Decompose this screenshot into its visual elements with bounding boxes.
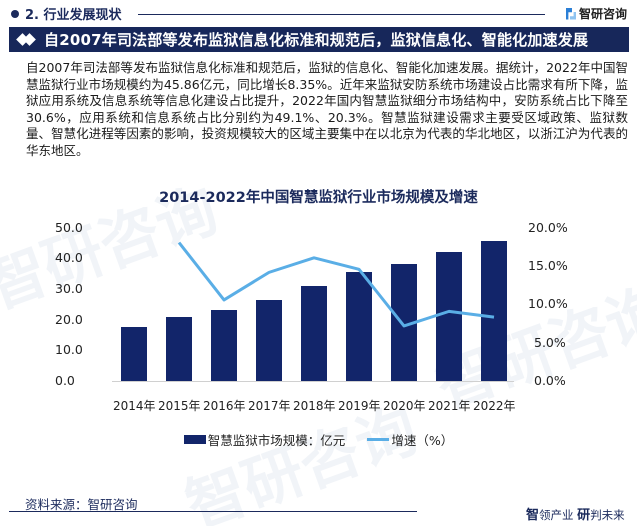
bar	[121, 327, 147, 381]
x-axis-tick: 2022年	[473, 399, 516, 413]
legend-item-growth: 增速（%）	[367, 430, 453, 449]
section-title: 2. 行业发展现状	[25, 8, 122, 23]
x-axis-tick: 2015年	[158, 399, 201, 413]
slogan-part: 领产业	[539, 508, 578, 522]
chart-title: 2014-2022年中国智慧监狱行业市场规模及增速	[159, 190, 478, 206]
x-axis-tick: 2019年	[338, 399, 381, 413]
bar	[301, 286, 327, 381]
bar	[391, 264, 417, 381]
brand-logo: 智研咨询	[566, 5, 627, 22]
x-axis-tick: 2021年	[428, 399, 471, 413]
legend-label: 增速（%）	[391, 433, 454, 448]
bar	[211, 309, 237, 381]
y-axis-left-tick: 40.0	[55, 250, 83, 265]
legend-item-market-size: 智慧监狱市场规模：亿元	[183, 430, 346, 449]
x-axis-tick: 2017年	[248, 399, 291, 413]
logo-icon	[566, 8, 576, 20]
x-axis-tick: 2020年	[383, 399, 426, 413]
y-axis-right-tick: 5.0%	[534, 335, 566, 350]
bar	[256, 299, 282, 381]
banner-title: 自2007年司法部等发布监狱信息化标准和规范后，监狱信息化、智能化加速发展	[44, 31, 589, 49]
body-paragraph: 自2007年司法部等发布监狱信息化标准和规范后，监狱的信息化、智能化加速发展。据…	[26, 60, 629, 158]
x-axis-tick: 2018年	[293, 399, 336, 413]
legend-label: 智慧监狱市场规模：亿元	[207, 433, 346, 448]
bar	[481, 240, 507, 381]
slogan-part: 智	[526, 508, 540, 523]
y-axis-right-tick: 15.0%	[528, 258, 568, 273]
bullet-dot-icon	[11, 10, 19, 18]
y-axis-right-tick: 10.0%	[528, 296, 568, 311]
y-axis-right-tick: 0.0%	[534, 373, 566, 388]
slogan-part: 研	[577, 508, 591, 523]
line-swatch-icon	[367, 438, 390, 441]
x-axis-line	[112, 381, 514, 382]
bar-swatch-icon	[183, 435, 206, 444]
slogan: 智领产业 研判未来	[526, 504, 625, 523]
y-axis-right-tick: 20.0%	[528, 220, 568, 235]
y-axis-left-tick: 20.0	[55, 312, 83, 327]
y-axis-left-tick: 50.0	[55, 220, 83, 235]
divider	[9, 511, 417, 512]
slogan-part: 判未来	[590, 508, 625, 522]
logo-text: 智研咨询	[578, 7, 627, 21]
section-header: 2. 行业发展现状 智研咨询	[0, 0, 637, 26]
y-axis-left-tick: 30.0	[55, 281, 83, 296]
chart-legend: 智慧监狱市场规模：亿元 增速（%）	[0, 430, 637, 449]
banner: 自2007年司法部等发布监狱信息化标准和规范后，监狱信息化、智能化加速发展	[9, 27, 629, 52]
x-axis-tick: 2016年	[203, 399, 246, 413]
source-note: 资料来源：智研咨询	[25, 497, 138, 512]
bar	[346, 272, 372, 381]
bar	[436, 251, 462, 381]
bar	[166, 316, 192, 381]
y-axis-left-tick: 0.0	[55, 373, 75, 388]
diamond-icon	[16, 32, 40, 47]
x-axis-tick: 2014年	[113, 399, 156, 413]
y-axis-left-tick: 10.0	[55, 342, 83, 357]
divider	[138, 14, 545, 15]
